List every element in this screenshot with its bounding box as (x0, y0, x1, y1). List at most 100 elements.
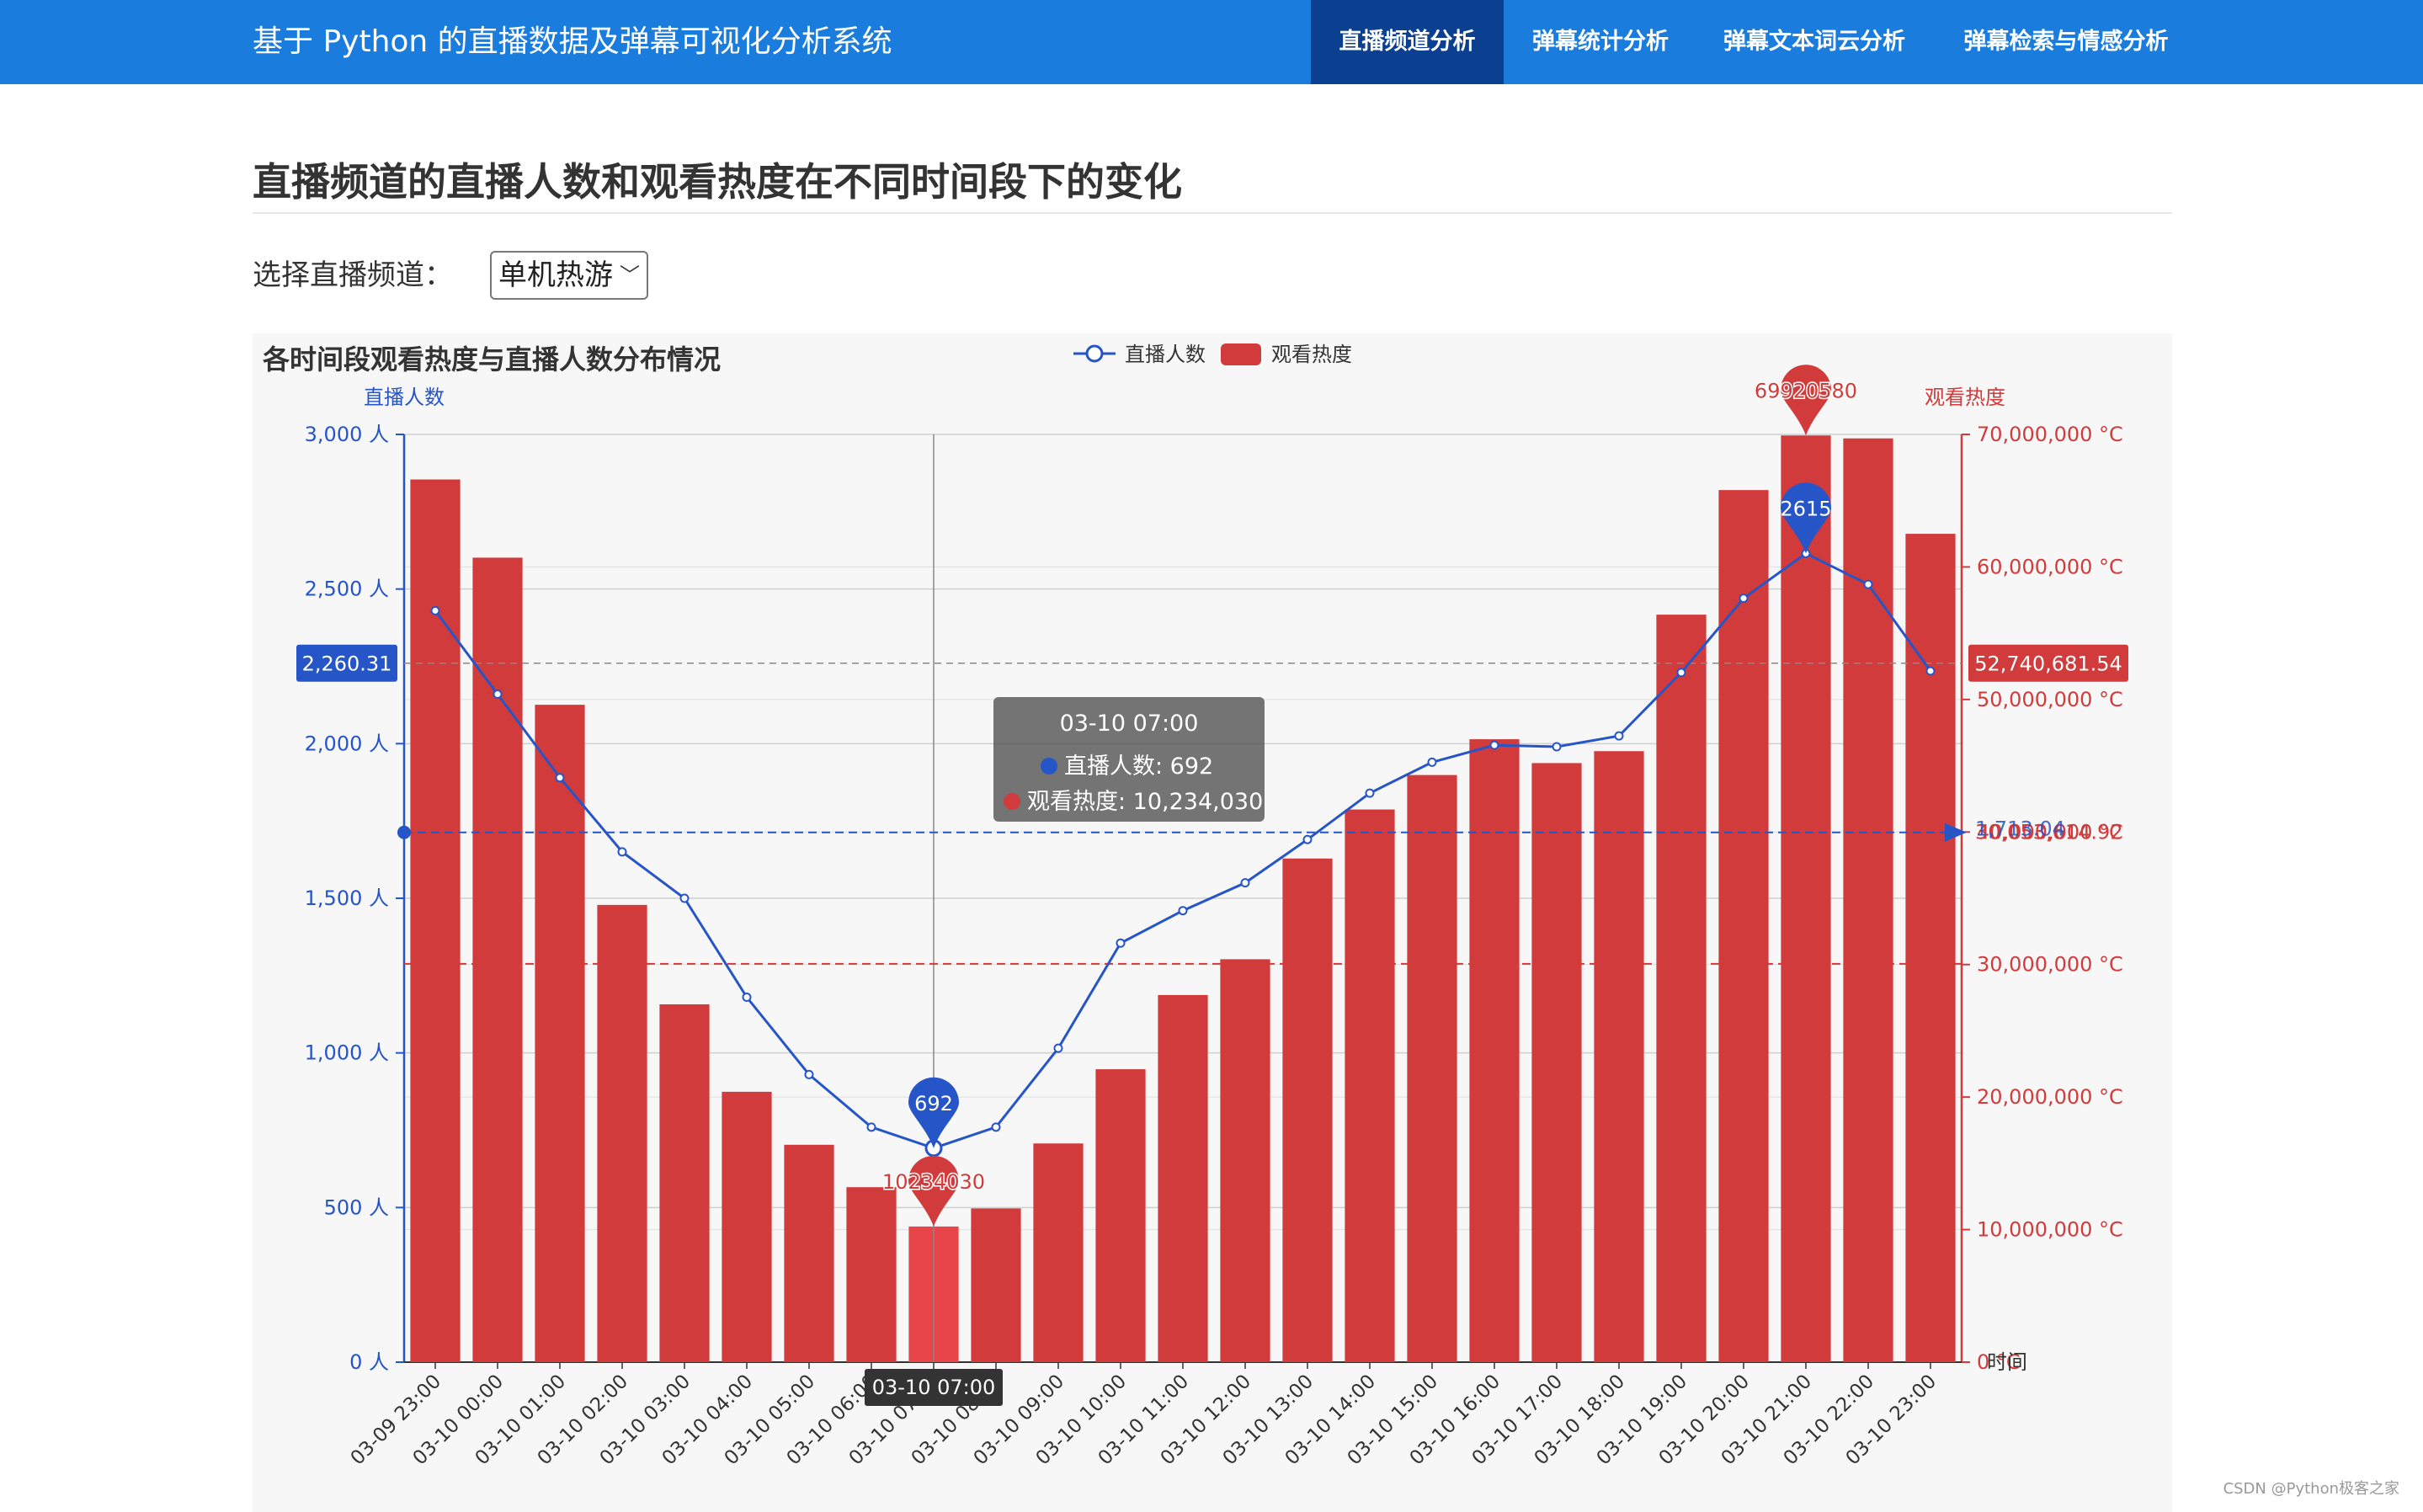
bar-19 (1594, 751, 1644, 1362)
line-point-5 (742, 993, 752, 1003)
bar-9 (971, 1208, 1021, 1362)
bar-20 (1656, 615, 1707, 1362)
bar-21 (1718, 490, 1769, 1362)
y-right-tick-label: 0 °C (1977, 1350, 2021, 1374)
y-left-tick-label: 1,000 人 (305, 1041, 389, 1065)
line-point-23 (1863, 579, 1873, 589)
nav-tab-danmaku-stats[interactable]: 弹幕统计分析 (1532, 29, 1669, 55)
markpoint-bar-max-shape (1781, 365, 1831, 436)
line-point-21 (1739, 594, 1749, 604)
y-right-pointer-label: 52,740,681.54 (1974, 652, 2122, 676)
bar-average-label: 30,053,614.92 (1975, 821, 2123, 844)
line-point-1 (493, 689, 503, 700)
tooltip-box (993, 697, 1265, 822)
line-point-18 (1552, 742, 1562, 752)
y-left-tick-label: 1,500 人 (305, 886, 389, 910)
line-point-0 (430, 605, 440, 615)
line-point-11 (1116, 938, 1126, 948)
y-left-tick-label: 0 人 (349, 1350, 389, 1374)
nav-tab-channel-analysis[interactable]: 直播频道分析 (1311, 0, 1504, 84)
line-point-7 (866, 1122, 876, 1132)
line-point-10 (1053, 1043, 1063, 1053)
line-point-14 (1302, 834, 1313, 844)
bar-10 (1033, 1143, 1084, 1362)
y-right-axis-title: 观看热度 (1925, 386, 2005, 409)
app-title: 基于 Python 的直播数据及弹幕可视化分析系统 (253, 24, 892, 59)
line-point-20 (1676, 668, 1686, 678)
crosshair-x-badge (865, 1369, 1003, 1406)
line-point-3 (617, 847, 627, 857)
line-point-16 (1427, 757, 1437, 767)
markpoint-line-min-label: 692 (914, 1092, 953, 1115)
y-left-tick-label: 500 人 (324, 1195, 389, 1219)
bar-0 (410, 479, 461, 1363)
line-point-9 (991, 1122, 1001, 1132)
line-average-start-dot (397, 825, 411, 839)
bar-2 (535, 705, 585, 1362)
line-point-24 (1925, 666, 1936, 676)
markpoint-bar-min-shape (908, 1155, 959, 1227)
line-point-2 (555, 773, 565, 783)
channel-select-label: 选择直播频道： (253, 258, 453, 292)
bar-4 (659, 1004, 710, 1362)
bar-11 (1095, 1069, 1146, 1362)
line-point-17 (1489, 740, 1499, 750)
markpoint-bar-min-label: 10234030 (882, 1170, 985, 1194)
y-left-tick-label: 3,000 人 (305, 423, 389, 446)
chart-panel: 各时间段观看热度与直播人数分布情况 直播人数 观看热度 直播人数 观看热度 0 人 500 … (253, 333, 2172, 1512)
legend-line-label: 直播人数 (1125, 343, 1206, 366)
line-point-4 (679, 893, 690, 903)
markpoint-line-min-shape (908, 1077, 959, 1148)
markpoint-line-max-label: 2615 (1780, 497, 1831, 520)
tooltip-line-dot (1041, 758, 1057, 775)
nav-tab-search-sentiment[interactable]: 弹幕检索与情感分析 (1963, 29, 2169, 55)
nav-tab-wordcloud[interactable]: 弹幕文本词云分析 (1723, 29, 1905, 55)
bar-7 (846, 1187, 897, 1362)
bar-3 (597, 904, 647, 1362)
bar-15 (1345, 809, 1395, 1362)
line-point-6 (804, 1069, 814, 1079)
y-left-axis-title: 直播人数 (364, 386, 445, 409)
legend-line-marker (1085, 344, 1104, 363)
y-right-tick-label: 30,000,000 °C (1977, 953, 2123, 977)
bar-22 (1781, 435, 1831, 1363)
y-left-tick-label: 2,000 人 (305, 732, 389, 755)
channel-select[interactable]: 单机热游 ﹀ (490, 251, 648, 300)
legend-bar-swatch (1221, 343, 1261, 365)
markpoint-bar-max-label: 69920580 (1755, 379, 1857, 402)
watermark: CSDN @Python极客之家 (2223, 1480, 2399, 1498)
y-right-tick-label: 20,000,000 °C (1977, 1085, 2123, 1109)
tooltip-bar-dot (1004, 793, 1020, 810)
y-right-tick-label: 60,000,000 °C (1977, 555, 2123, 578)
bar-14 (1282, 858, 1333, 1362)
y-left-tick-label: 2,500 人 (305, 578, 389, 601)
bar-12 (1158, 994, 1208, 1362)
bar-24 (1905, 534, 1956, 1362)
tooltip-line-row: 直播人数: 692 (1064, 753, 1213, 780)
bar-18 (1531, 763, 1582, 1362)
y-left-pointer-label: 2,260.31 (302, 652, 392, 676)
line-average-arrow (1945, 823, 1967, 842)
bar-16 (1407, 775, 1457, 1362)
legend-bar-label: 观看热度 (1271, 343, 1352, 366)
crosshair-x-label: 03-10 07:00 (872, 1376, 996, 1399)
line-average-label: 1,713.04 (1975, 817, 2065, 841)
channel-select-value: 单机热游 (498, 258, 613, 292)
y-right-tick-label: 70,000,000 °C (1977, 423, 2123, 446)
chart-title: 各时间段观看热度与直播人数分布情况 (263, 343, 721, 375)
section-divider (253, 212, 2172, 214)
bar-13 (1220, 959, 1270, 1362)
tooltip-bar-row: 观看热度: 10,234,030 (1027, 789, 1263, 815)
markpoint-line-max-shape (1781, 482, 1831, 554)
tooltip-title: 03-10 07:00 (1060, 711, 1199, 737)
y-left-pointer-badge (296, 644, 397, 682)
bar-5 (722, 1091, 772, 1362)
top-navbar: 基于 Python 的直播数据及弹幕可视化分析系统 直播频道分析 弹幕统计分析 … (0, 0, 2423, 84)
bar-23 (1843, 438, 1893, 1362)
y-right-tick-label: 50,000,000 °C (1977, 688, 2123, 711)
bar-6 (784, 1144, 834, 1362)
line-point-13 (1240, 878, 1250, 888)
line-point-19 (1614, 731, 1624, 741)
bar-17 (1469, 739, 1520, 1362)
